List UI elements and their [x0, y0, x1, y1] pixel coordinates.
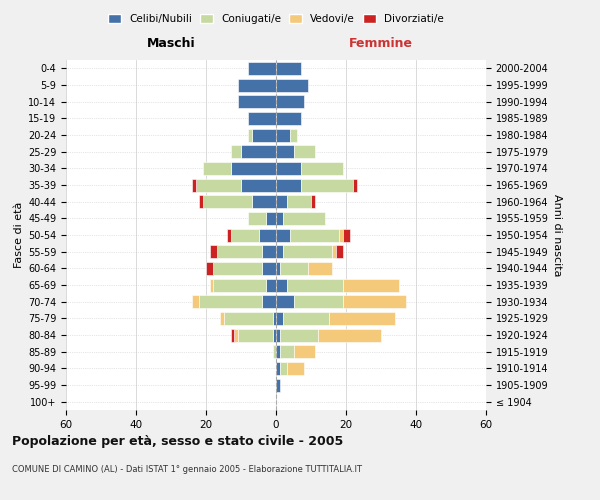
Bar [329, 312, 395, 325]
Bar [230, 328, 234, 342]
Bar [276, 128, 290, 141]
Bar [223, 312, 272, 325]
Bar [280, 362, 287, 375]
Bar [234, 328, 238, 342]
Bar [276, 345, 280, 358]
Bar [287, 195, 311, 208]
Bar [220, 312, 223, 325]
Bar [311, 195, 314, 208]
Bar [272, 312, 276, 325]
Bar [318, 328, 381, 342]
Bar [343, 278, 398, 291]
Y-axis label: Anni di nascita: Anni di nascita [553, 194, 562, 276]
Bar [293, 145, 314, 158]
Bar [308, 262, 332, 275]
Bar [238, 328, 272, 342]
Bar [251, 195, 276, 208]
Bar [265, 212, 276, 225]
Bar [276, 78, 308, 92]
Text: Femmine: Femmine [349, 37, 413, 50]
Bar [203, 162, 230, 175]
Bar [276, 62, 301, 75]
Bar [287, 278, 343, 291]
Y-axis label: Fasce di età: Fasce di età [14, 202, 24, 268]
Bar [276, 112, 301, 125]
Bar [230, 162, 276, 175]
Bar [206, 262, 213, 275]
Bar [280, 345, 293, 358]
Bar [248, 62, 276, 75]
Bar [262, 262, 276, 275]
Bar [339, 228, 343, 241]
Bar [199, 195, 203, 208]
Bar [353, 178, 356, 192]
Bar [276, 95, 304, 108]
Bar [276, 362, 280, 375]
Bar [272, 345, 276, 358]
Bar [293, 295, 343, 308]
Bar [241, 145, 276, 158]
Text: Maschi: Maschi [146, 37, 196, 50]
Bar [262, 245, 276, 258]
Bar [283, 245, 332, 258]
Bar [238, 95, 276, 108]
Bar [343, 295, 406, 308]
Bar [192, 178, 196, 192]
Bar [251, 128, 276, 141]
Bar [276, 162, 301, 175]
Bar [283, 212, 325, 225]
Bar [276, 178, 301, 192]
Bar [301, 178, 353, 192]
Bar [276, 212, 283, 225]
Legend: Celibi/Nubili, Coniugati/e, Vedovi/e, Divorziati/e: Celibi/Nubili, Coniugati/e, Vedovi/e, Di… [104, 10, 448, 29]
Bar [272, 328, 276, 342]
Bar [290, 228, 339, 241]
Text: COMUNE DI CAMINO (AL) - Dati ISTAT 1° gennaio 2005 - Elaborazione TUTTITALIA.IT: COMUNE DI CAMINO (AL) - Dati ISTAT 1° ge… [12, 465, 362, 474]
Bar [276, 245, 283, 258]
Bar [209, 245, 217, 258]
Bar [332, 245, 335, 258]
Bar [248, 212, 265, 225]
Bar [276, 278, 287, 291]
Bar [276, 295, 293, 308]
Bar [343, 228, 349, 241]
Bar [230, 145, 241, 158]
Bar [259, 228, 276, 241]
Bar [276, 378, 280, 392]
Bar [196, 178, 241, 192]
Bar [217, 245, 262, 258]
Bar [265, 278, 276, 291]
Bar [209, 278, 213, 291]
Bar [276, 328, 280, 342]
Bar [276, 262, 280, 275]
Bar [248, 128, 251, 141]
Bar [335, 245, 343, 258]
Bar [230, 228, 259, 241]
Bar [276, 195, 287, 208]
Bar [287, 362, 304, 375]
Bar [227, 228, 230, 241]
Bar [280, 328, 318, 342]
Bar [213, 278, 265, 291]
Bar [238, 78, 276, 92]
Bar [192, 295, 199, 308]
Bar [203, 195, 251, 208]
Bar [276, 145, 293, 158]
Bar [290, 128, 297, 141]
Bar [248, 112, 276, 125]
Text: Popolazione per età, sesso e stato civile - 2005: Popolazione per età, sesso e stato civil… [12, 435, 343, 448]
Bar [213, 262, 262, 275]
Bar [280, 262, 308, 275]
Bar [276, 228, 290, 241]
Bar [262, 295, 276, 308]
Bar [283, 312, 329, 325]
Bar [293, 345, 314, 358]
Bar [276, 312, 283, 325]
Bar [241, 178, 276, 192]
Bar [301, 162, 343, 175]
Bar [199, 295, 262, 308]
